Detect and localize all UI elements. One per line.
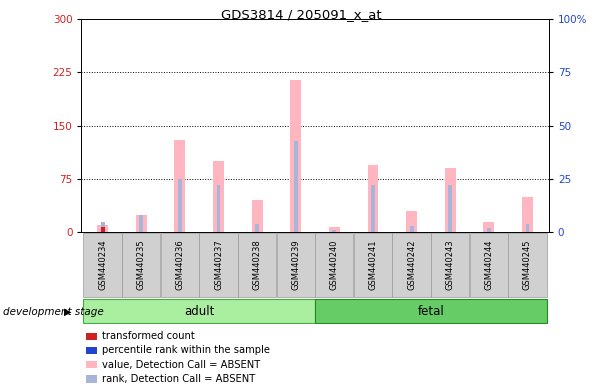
Text: development stage: development stage xyxy=(3,307,104,317)
Text: GSM440241: GSM440241 xyxy=(368,240,377,290)
Text: GSM440236: GSM440236 xyxy=(175,240,185,290)
Bar xyxy=(329,227,339,232)
FancyBboxPatch shape xyxy=(199,233,238,297)
Text: GSM440240: GSM440240 xyxy=(330,240,339,290)
Text: GSM440238: GSM440238 xyxy=(253,240,262,290)
Text: GSM440235: GSM440235 xyxy=(137,240,146,290)
FancyBboxPatch shape xyxy=(431,233,469,297)
Text: ▶: ▶ xyxy=(64,307,71,317)
FancyBboxPatch shape xyxy=(315,233,353,297)
Bar xyxy=(101,222,104,232)
Bar xyxy=(255,224,259,232)
Text: value, Detection Call = ABSENT: value, Detection Call = ABSENT xyxy=(102,360,260,370)
Text: GSM440239: GSM440239 xyxy=(291,240,300,290)
Bar xyxy=(178,179,182,232)
FancyBboxPatch shape xyxy=(393,233,431,297)
Bar xyxy=(522,197,533,232)
FancyBboxPatch shape xyxy=(315,299,547,323)
Bar xyxy=(86,361,97,368)
Text: GDS3814 / 205091_x_at: GDS3814 / 205091_x_at xyxy=(221,8,382,22)
Bar xyxy=(487,228,491,232)
Text: adult: adult xyxy=(184,305,215,318)
Bar xyxy=(213,161,224,232)
Bar xyxy=(86,333,97,340)
Text: transformed count: transformed count xyxy=(102,331,195,341)
Bar xyxy=(101,227,104,232)
Bar xyxy=(294,141,298,232)
Bar xyxy=(97,225,108,232)
Bar xyxy=(409,226,414,232)
FancyBboxPatch shape xyxy=(122,233,160,297)
Bar xyxy=(448,185,452,232)
Text: fetal: fetal xyxy=(417,305,444,318)
Bar xyxy=(526,224,529,232)
FancyBboxPatch shape xyxy=(83,299,315,323)
Text: GSM440243: GSM440243 xyxy=(446,240,455,290)
FancyBboxPatch shape xyxy=(508,233,546,297)
FancyBboxPatch shape xyxy=(354,233,392,297)
Bar xyxy=(86,347,97,354)
Text: GSM440237: GSM440237 xyxy=(214,240,223,290)
Bar xyxy=(445,169,456,232)
FancyBboxPatch shape xyxy=(83,233,122,297)
Bar xyxy=(174,140,185,232)
Bar xyxy=(332,230,336,232)
FancyBboxPatch shape xyxy=(470,233,508,297)
Bar xyxy=(136,215,147,232)
Bar xyxy=(86,375,97,382)
FancyBboxPatch shape xyxy=(160,233,199,297)
Text: rank, Detection Call = ABSENT: rank, Detection Call = ABSENT xyxy=(102,374,256,384)
Bar xyxy=(406,211,417,232)
Bar xyxy=(484,222,494,232)
Text: GSM440234: GSM440234 xyxy=(98,240,107,290)
Bar xyxy=(371,185,375,232)
Text: GSM440244: GSM440244 xyxy=(484,240,493,290)
Text: GSM440242: GSM440242 xyxy=(407,240,416,290)
Bar xyxy=(216,185,221,232)
Text: GSM440245: GSM440245 xyxy=(523,240,532,290)
Bar xyxy=(368,165,379,232)
Bar xyxy=(139,215,143,232)
FancyBboxPatch shape xyxy=(238,233,276,297)
Bar xyxy=(291,79,301,232)
Bar xyxy=(251,200,262,232)
Text: percentile rank within the sample: percentile rank within the sample xyxy=(102,346,270,356)
FancyBboxPatch shape xyxy=(277,233,315,297)
